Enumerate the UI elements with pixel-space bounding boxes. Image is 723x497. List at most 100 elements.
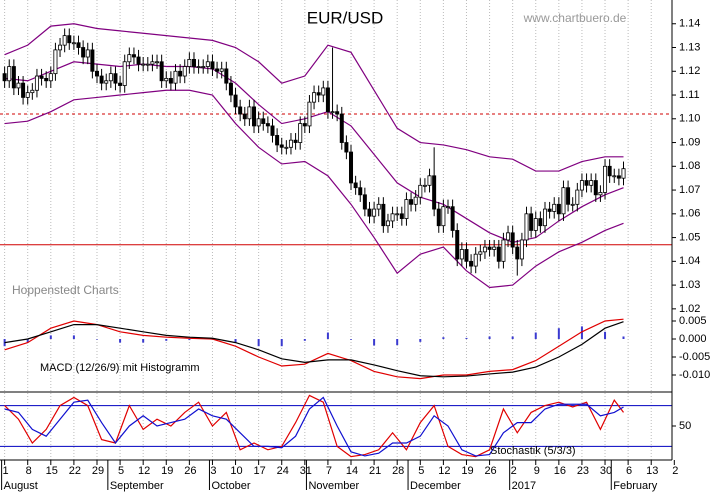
candle-body [25,92,30,98]
series-line [4,318,624,380]
histogram-bar [26,339,29,343]
x-tick-label: 3 [210,465,216,477]
x-tick-label: 22 [69,465,81,477]
candle-body [542,208,547,227]
candle-body [312,92,317,103]
month-label: December [410,480,461,492]
candle-body [71,42,76,45]
x-tick-label: 13 [646,465,658,477]
candle-body [422,184,427,187]
candle-body [85,49,90,58]
histogram-bar [511,336,514,339]
candle-body [436,208,441,227]
candle-body [478,251,483,255]
candle-body [556,203,561,215]
candle-body [395,213,400,216]
candle-body [603,165,608,193]
x-tick-label: 5 [118,465,124,477]
candle-body [621,168,626,179]
candle-body [145,63,150,66]
y-tick-label: 1.14 [679,18,700,30]
candle-body [136,56,141,65]
candle-body [108,73,113,82]
candle-body [44,78,49,82]
candle-body [593,180,598,196]
candle-body [284,146,289,149]
candle-body [432,175,437,210]
candle-body [210,61,215,70]
candle-body [579,180,584,191]
candle-body [427,175,432,186]
month-label: February [613,480,658,492]
series-line [4,23,624,172]
series-line [4,89,624,289]
y-tick-label: 1.07 [679,184,700,196]
x-tick-label: 2 [511,465,517,477]
x-tick-label: 21 [369,465,381,477]
candle-body [335,111,340,115]
candle-body [492,246,497,250]
y-tick-label: 1.12 [679,65,700,77]
histogram-bar [257,339,260,347]
y-tick-label: 1.11 [679,89,700,101]
month-label: November [308,480,359,492]
candle-body [482,246,487,253]
candle-body [122,61,127,86]
candle-body [11,66,16,89]
x-tick-label: 31 [300,465,312,477]
histogram-bar [373,339,376,346]
histogram-bar [488,336,491,339]
y-tick-label: 1.08 [679,160,700,172]
candle-body [104,80,109,84]
candle-body [34,75,39,91]
histogram-bar [303,339,306,341]
candle-body [187,58,192,67]
candle-body [441,206,446,227]
candle-body [141,63,146,66]
candle-body [131,54,136,58]
x-tick-label: 6 [626,465,632,477]
y-tick-label: 1.10 [679,113,700,125]
histogram-bar [534,332,537,339]
candle-body [349,151,354,184]
candle-body [552,203,557,212]
series-line [4,396,624,457]
candle-body [127,54,132,63]
candle-body [288,139,293,148]
histogram-bar [142,339,145,343]
plot [0,23,672,458]
candle-body [261,118,266,124]
x-tick-label: 12 [438,465,450,477]
candle-body [196,66,201,68]
candle-body [67,35,72,44]
histogram-bar [95,339,98,340]
watermark: www.chartbuero.de [523,11,627,25]
candle-body [316,92,321,96]
candle-body [390,213,395,222]
candle-body [612,175,617,178]
candle-body [247,106,252,120]
candle-body [385,220,390,227]
candle-body [584,180,589,186]
histogram-bar [326,332,329,339]
series-line [4,61,624,243]
candle-body [21,82,26,98]
histogram-bar [622,336,625,339]
candle-body [459,249,464,260]
candle-body [53,49,58,75]
candle-body [506,232,511,241]
candle-body [529,213,534,231]
histogram-bar [465,337,468,339]
candle-body [94,70,99,77]
candle-body [62,35,67,46]
candle-body [238,106,243,115]
candle-body [265,123,270,127]
candle-body [252,106,257,127]
histogram-bar [188,339,191,341]
candle-body [173,70,178,84]
candle-body [598,192,603,196]
candle-body [455,230,460,260]
histogram-bar [442,337,445,339]
candle-body [487,246,492,250]
